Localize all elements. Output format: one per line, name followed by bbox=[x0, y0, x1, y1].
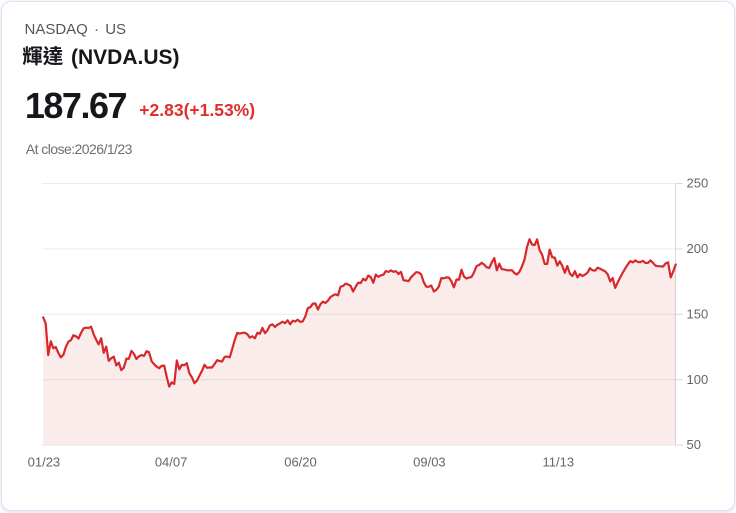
svg-text:250: 250 bbox=[687, 176, 709, 191]
svg-text:06/20: 06/20 bbox=[284, 455, 317, 470]
svg-text:09/03: 09/03 bbox=[413, 455, 446, 470]
svg-text:150: 150 bbox=[687, 306, 709, 321]
svg-text:50: 50 bbox=[687, 437, 701, 452]
svg-text:11/13: 11/13 bbox=[543, 455, 575, 470]
svg-text:04/07: 04/07 bbox=[155, 455, 188, 470]
svg-text:01/23: 01/23 bbox=[28, 455, 61, 470]
svg-text:200: 200 bbox=[687, 241, 709, 256]
svg-text:100: 100 bbox=[687, 372, 709, 387]
